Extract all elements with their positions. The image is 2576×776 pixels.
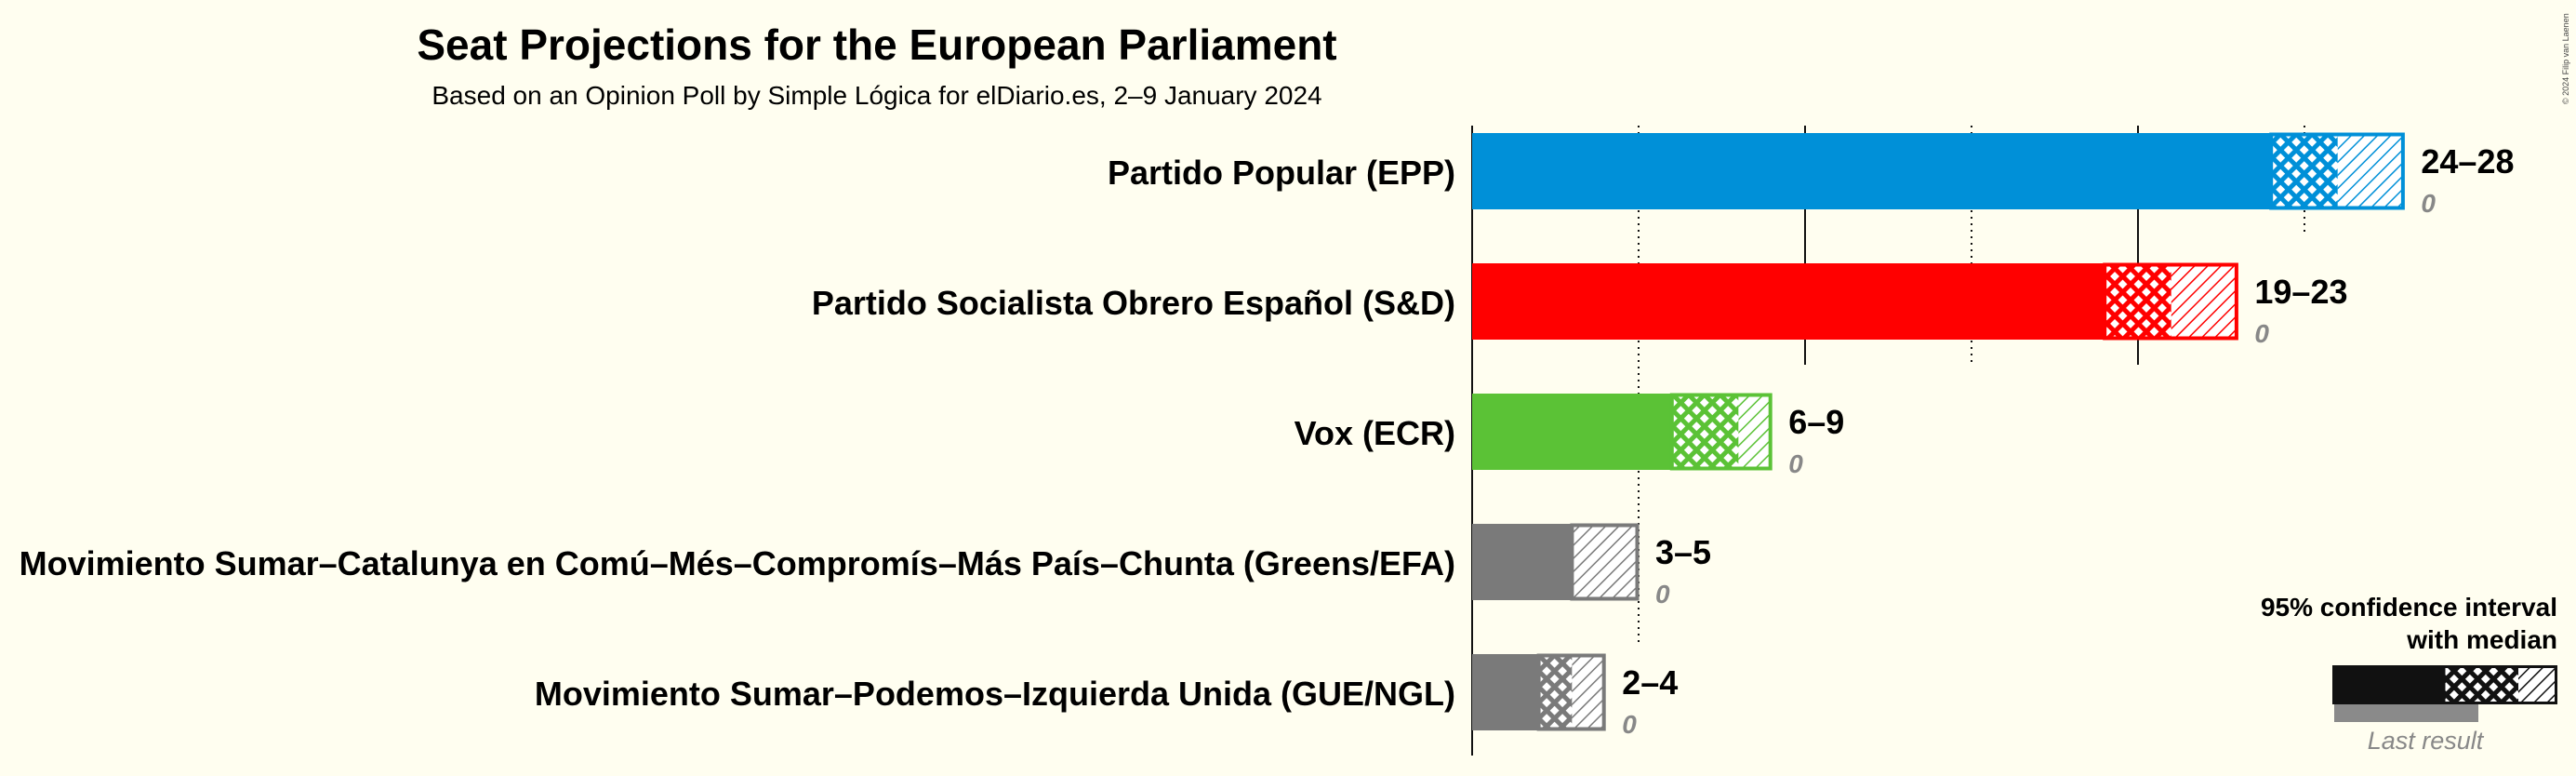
bar-ci-upper <box>1738 394 1773 470</box>
copyright-notice: © 2024 Filip van Laenen <box>2561 13 2570 104</box>
bar-ci-upper <box>2337 133 2405 209</box>
legend-title-line1: 95% confidence interval <box>2261 593 2557 622</box>
last-result-label: 0 <box>2254 319 2269 348</box>
legend-ci-lower <box>2444 665 2518 704</box>
last-result-label: 0 <box>2421 189 2436 218</box>
range-label: 24–28 <box>2421 142 2514 181</box>
bar-solid <box>1472 133 2272 209</box>
legend-last-result-label: Last result <box>2368 727 2485 755</box>
bar-row-3: Vox (ECR) 6–9 0 <box>1295 393 1844 478</box>
range-label: 19–23 <box>2254 273 2347 311</box>
range-label: 6–9 <box>1788 403 1844 441</box>
bar-ci-lower <box>1671 394 1739 470</box>
bar-row-4: Movimiento Sumar–Catalunya en Comú–Més–C… <box>20 523 1711 609</box>
bar-ci-outline <box>1669 393 1773 471</box>
legend-solid <box>2332 665 2444 704</box>
bar-ci-lower <box>1538 654 1573 730</box>
chart-title: Seat Projections for the European Parlia… <box>417 20 1336 69</box>
bar-solid <box>1472 654 1539 730</box>
legend-ci-upper <box>2518 665 2557 704</box>
range-label: 3–5 <box>1655 533 1711 571</box>
bar-ci-upper <box>1572 524 1639 600</box>
bar-solid <box>1472 524 1573 600</box>
bar-solid <box>1472 394 1672 470</box>
bar-ci-upper <box>1572 654 1606 730</box>
range-label: 2–4 <box>1622 663 1678 702</box>
bar-ci-lower <box>2105 263 2171 340</box>
party-label: Partido Socialista Obrero Español (S&D) <box>812 284 1455 322</box>
party-label: Partido Popular (EPP) <box>1108 154 1455 192</box>
legend-ci-outline <box>2442 665 2557 704</box>
bar-ci-outline <box>1570 523 1640 601</box>
bar-ci-lower <box>2271 133 2338 209</box>
last-result-label: 0 <box>1622 710 1637 739</box>
chart-subtitle: Based on an Opinion Poll by Simple Lógic… <box>432 81 1321 110</box>
bar-row-1: Partido Popular (EPP) 24–28 0 <box>1108 132 2515 218</box>
legend-title-line2: with median <box>2406 625 2557 654</box>
party-label: Movimiento Sumar–Catalunya en Comú–Més–C… <box>20 544 1455 582</box>
bar-ci-outline <box>2269 132 2405 210</box>
party-label: Movimiento Sumar–Podemos–Izquierda Unida… <box>535 675 1455 713</box>
legend: 95% confidence interval with median Last… <box>2261 593 2557 755</box>
bar-solid <box>1472 263 2105 340</box>
last-result-label: 0 <box>1655 580 1670 609</box>
bar-ci-outline <box>2103 262 2238 341</box>
bar-row-2: Partido Socialista Obrero Español (S&D) 1… <box>812 262 2348 348</box>
bar-ci-outline <box>1536 653 1606 731</box>
bar-ci-upper <box>2171 263 2238 340</box>
legend-swatch <box>2332 665 2557 722</box>
bar-row-5: Movimiento Sumar–Podemos–Izquierda Unida… <box>535 653 1678 739</box>
party-label: Vox (ECR) <box>1295 414 1455 452</box>
last-result-label: 0 <box>1788 449 1803 478</box>
